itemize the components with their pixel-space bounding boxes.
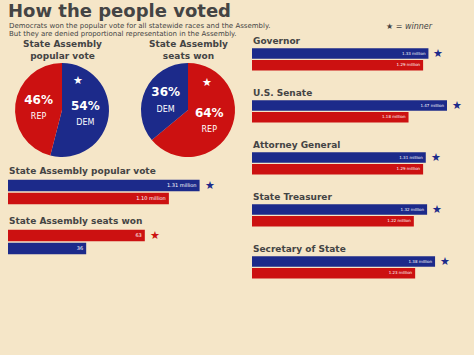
- svg-text:State Assembly popular vote: State Assembly popular vote: [9, 166, 156, 176]
- svg-text:1.23 million: 1.23 million: [389, 270, 413, 275]
- svg-text:Secretary of State: Secretary of State: [253, 244, 346, 254]
- svg-text:★: ★: [431, 151, 441, 164]
- svg-text:Attorney General: Attorney General: [253, 140, 340, 150]
- svg-text:1.38 million: 1.38 million: [409, 259, 433, 264]
- svg-text:1.31 million: 1.31 million: [399, 155, 423, 160]
- svg-text:64%REP: 64%REP: [195, 106, 224, 135]
- svg-text:State Treasurer: State Treasurer: [253, 192, 332, 202]
- svg-text:★: ★: [150, 229, 160, 242]
- svg-text:54%DEM: 54%DEM: [71, 99, 100, 128]
- svg-text:How the people voted: How the people voted: [8, 0, 231, 21]
- svg-text:★: ★: [432, 203, 442, 216]
- svg-text:1.29 million: 1.29 million: [397, 166, 421, 171]
- svg-text:State Assemblypopular vote: State Assemblypopular vote: [23, 39, 102, 61]
- svg-text:★: ★: [433, 47, 443, 60]
- svg-text:Democrats won the popular vote: Democrats won the popular vote for all s…: [9, 22, 270, 30]
- svg-text:★ = winner: ★ = winner: [386, 22, 433, 31]
- svg-text:1.22 million: 1.22 million: [387, 218, 411, 223]
- svg-text:1.10 million: 1.10 million: [136, 195, 166, 201]
- svg-text:U.S. Senate: U.S. Senate: [253, 88, 312, 98]
- svg-text:Governor: Governor: [253, 36, 301, 46]
- svg-text:1.47 million: 1.47 million: [420, 103, 444, 108]
- svg-text:★: ★: [205, 179, 215, 192]
- svg-text:1.31 million: 1.31 million: [167, 182, 197, 188]
- svg-text:State Assemblyseats won: State Assemblyseats won: [149, 39, 228, 61]
- svg-text:36: 36: [77, 245, 83, 251]
- svg-text:36%DEM: 36%DEM: [151, 85, 180, 114]
- svg-text:46%REP: 46%REP: [24, 93, 53, 122]
- svg-text:1.32 million: 1.32 million: [401, 207, 425, 212]
- svg-text:★: ★: [202, 76, 212, 89]
- svg-text:★: ★: [73, 74, 83, 87]
- svg-text:★: ★: [452, 99, 462, 112]
- svg-text:63: 63: [135, 232, 141, 238]
- svg-text:But they are denied proportion: But they are denied proportional represe…: [9, 30, 237, 38]
- svg-text:1.33 million: 1.33 million: [402, 51, 426, 56]
- svg-text:State Assembly seats won: State Assembly seats won: [9, 216, 142, 226]
- svg-text:★: ★: [440, 255, 450, 268]
- svg-text:1.18 million: 1.18 million: [382, 114, 406, 119]
- svg-text:1.29 million: 1.29 million: [397, 62, 421, 67]
